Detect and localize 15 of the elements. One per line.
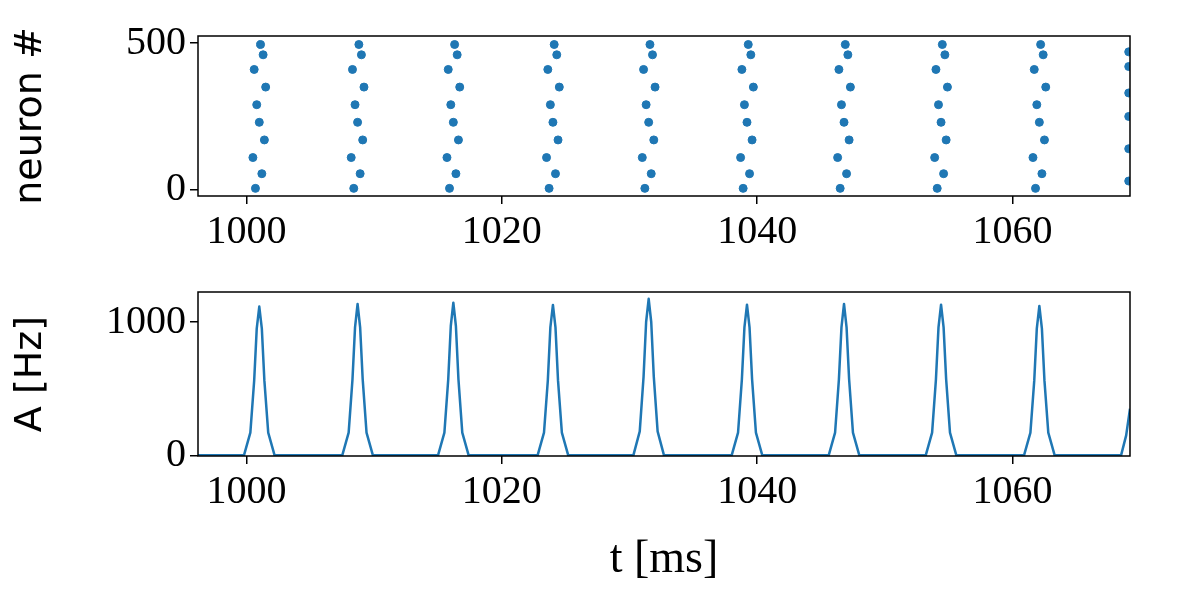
y-tick-label: 500 bbox=[126, 17, 186, 63]
y-tick-label: 0 bbox=[166, 429, 186, 475]
y-axis-title: neuron # bbox=[5, 27, 50, 205]
x-tick-label: 1040 bbox=[717, 206, 798, 252]
x-tick-label: 1020 bbox=[461, 206, 542, 252]
y-axis-title: A [Hz] bbox=[5, 315, 50, 433]
x-tick-label: 1060 bbox=[972, 466, 1053, 512]
y-tick-label: 1000 bbox=[106, 296, 186, 342]
x-tick-label: 1000 bbox=[206, 206, 287, 252]
y-tick-label: 0 bbox=[166, 164, 186, 210]
x-tick-label: 1020 bbox=[461, 466, 542, 512]
x-tick-label: 1040 bbox=[717, 466, 798, 512]
x-axis-title: t [ms] bbox=[609, 531, 719, 583]
x-tick-label: 1000 bbox=[206, 466, 287, 512]
x-tick-label: 1060 bbox=[972, 206, 1053, 252]
